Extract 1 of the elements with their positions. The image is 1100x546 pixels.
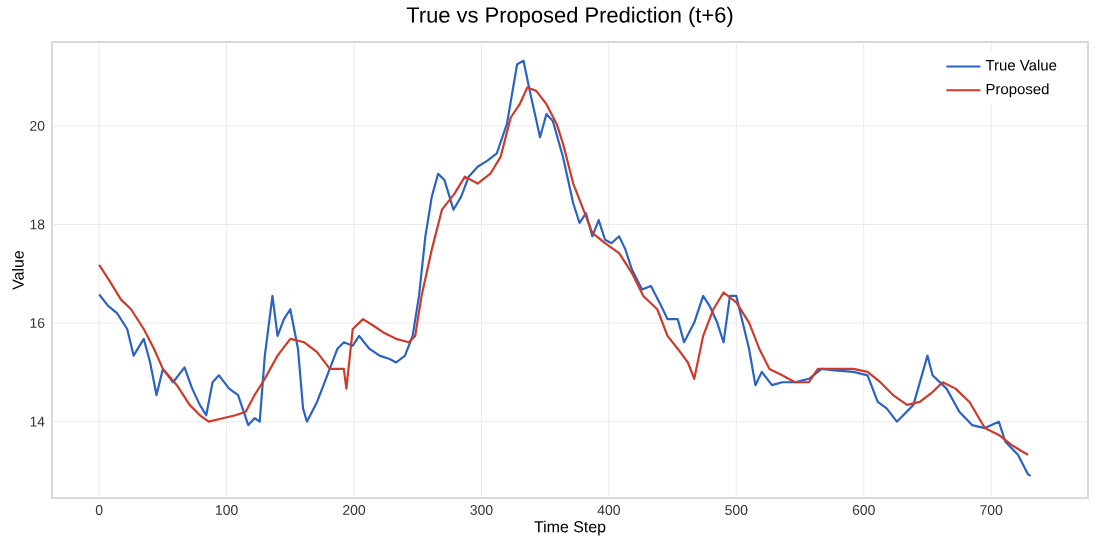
chart-title: True vs Proposed Prediction (t+6): [406, 6, 733, 28]
